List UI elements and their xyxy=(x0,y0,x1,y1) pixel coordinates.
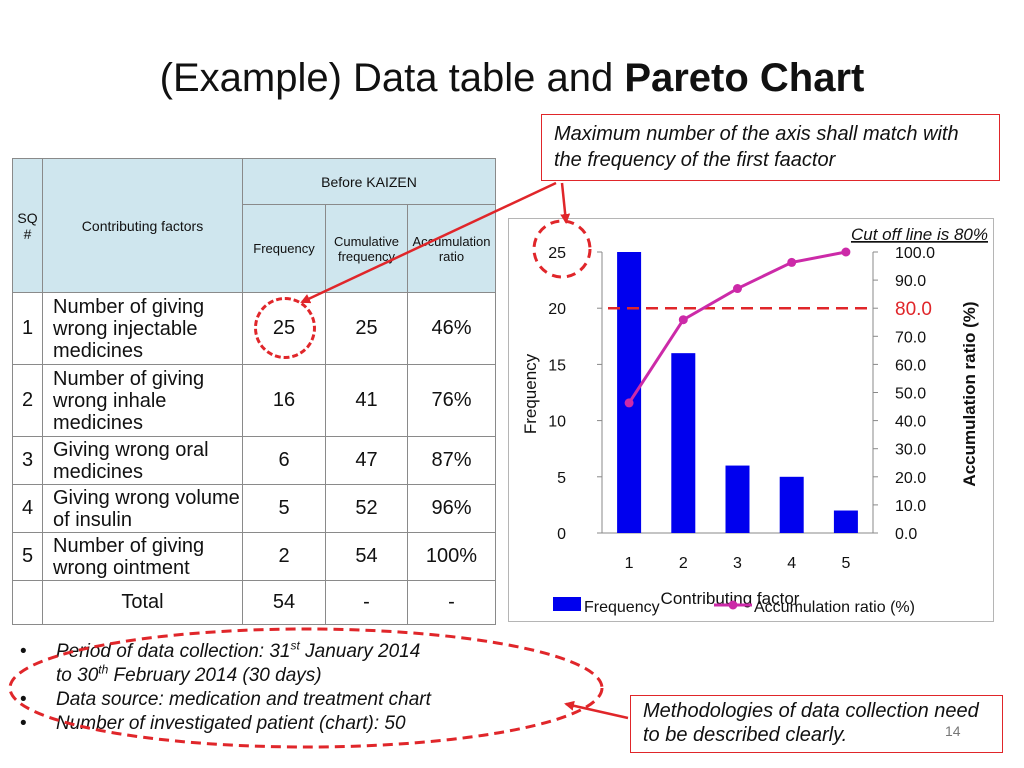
cell-total-cumulative: - xyxy=(325,580,408,625)
highlight-ellipse-notes xyxy=(8,627,604,749)
note-period-cont: to 30th February 2014 (30 days) xyxy=(56,662,322,686)
header-sq: SQ # xyxy=(12,158,43,293)
y2-axis-title: Accumulation ratio (%) xyxy=(960,301,979,486)
cell-ratio: 100% xyxy=(407,532,496,581)
cell-frequency: 5 xyxy=(242,484,326,533)
cell-ratio: 46% xyxy=(407,292,496,365)
notes-list: • Period of data collection: 31st January… xyxy=(20,640,540,736)
legend-swatch-frequency xyxy=(553,597,581,611)
slide-title: (Example) Data table and Pareto Chart xyxy=(159,56,865,100)
highlight-circle-first-frequency xyxy=(254,297,316,359)
legend-label-accumulation: Accumulation ratio (%) xyxy=(754,599,915,616)
y2-tick-label: 90.0 xyxy=(895,273,926,290)
arrow-to-notes xyxy=(564,700,629,720)
cutoff-annotation: Cut off line is 80% xyxy=(851,225,988,244)
cell-cumulative: 41 xyxy=(325,364,408,437)
accumulation-point xyxy=(678,315,688,325)
header-factors: Contributing factors xyxy=(42,158,243,293)
accumulation-line xyxy=(627,250,847,404)
cell-ratio: 87% xyxy=(407,436,496,485)
y2-tick-label: 30.0 xyxy=(895,442,926,459)
legend-label-frequency: Frequency xyxy=(584,599,660,616)
cell-cumulative: 54 xyxy=(325,532,408,581)
x-tick-label: 3 xyxy=(733,555,742,572)
cell-sq: 4 xyxy=(12,484,43,533)
y-tick-label: 15 xyxy=(548,357,566,374)
cell-factor: Number of giving wrong injectable medici… xyxy=(42,292,243,365)
y-tick-label: 25 xyxy=(548,245,566,262)
cell-sq: 3 xyxy=(12,436,43,485)
x-tick-label: 2 xyxy=(679,555,688,572)
cell-factor: Number of giving wrong inhale medicines xyxy=(42,364,243,437)
y2-tick-label: 50.0 xyxy=(895,386,926,403)
accumulation-line-group xyxy=(624,247,851,408)
legend-swatch-point xyxy=(728,600,738,610)
header-before-kaizen: Before KAIZEN xyxy=(242,158,496,205)
cell-factor: Giving wrong volume of insulin xyxy=(42,484,243,533)
highlight-circle-axis-max xyxy=(532,219,592,279)
table-row: 2 Number of giving wrong inhale medicine… xyxy=(12,364,496,437)
y-tick-label: 10 xyxy=(548,414,566,431)
cell-total-ratio: - xyxy=(407,580,496,625)
arrow-to-axis-max xyxy=(560,182,571,224)
accumulation-point xyxy=(841,247,851,257)
y-tick-label: 5 xyxy=(557,470,566,487)
frequency-bars xyxy=(617,252,858,533)
chart-frame xyxy=(508,218,994,622)
y2-tick-label: 70.0 xyxy=(895,329,926,346)
table-total-row: Total 54 - - xyxy=(12,580,496,625)
cell-total-frequency: 54 xyxy=(242,580,326,625)
y-axis-title: Frequency xyxy=(521,353,540,434)
note-patients: • Number of investigated patient (chart):… xyxy=(20,713,406,734)
axis-labels: 05101520250.010.020.030.040.050.060.070.… xyxy=(548,245,935,572)
frequency-bar xyxy=(671,353,696,533)
y2-tick-label: 100.0 xyxy=(895,245,935,262)
callout-methodology: Methodologies of data collection need to… xyxy=(630,695,1003,753)
callout-axis-max: Maximum number of the axis shall match w… xyxy=(541,114,1000,181)
data-table: SQ # Contributing factors Before KAIZEN … xyxy=(12,158,496,625)
cell-total-sq xyxy=(12,580,43,625)
y-tick-label: 20 xyxy=(548,301,566,318)
frequency-bar xyxy=(833,510,858,533)
cell-ratio: 96% xyxy=(407,484,496,533)
table-row: 4 Giving wrong volume of insulin 5 52 96… xyxy=(12,484,496,533)
accumulation-point xyxy=(733,284,742,294)
note-data-source: • Data source: medication and treatment c… xyxy=(20,689,431,710)
y2-tick-label: 10.0 xyxy=(895,498,926,515)
y2-tick-label: 40.0 xyxy=(895,414,926,431)
frequency-bar xyxy=(725,465,750,533)
frequency-bar xyxy=(779,476,804,533)
table-row: 5 Number of giving wrong ointment 2 54 1… xyxy=(12,532,496,581)
y2-tick-label: 0.0 xyxy=(895,526,917,543)
cell-total-label: Total xyxy=(42,580,243,625)
accumulation-point xyxy=(624,398,634,408)
x-tick-label: 4 xyxy=(787,555,796,572)
y-tick-label: 0 xyxy=(557,526,566,543)
cell-factor: Giving wrong oral medicines xyxy=(42,436,243,485)
accumulation-point xyxy=(787,257,797,267)
cell-cumulative: 47 xyxy=(325,436,408,485)
cell-frequency: 16 xyxy=(242,364,326,437)
y2-tick-label: 60.0 xyxy=(895,357,926,374)
x-tick-label: 5 xyxy=(841,555,850,572)
header-cumulative: Cumulative frequency xyxy=(325,204,408,293)
y2-tick-label: 20.0 xyxy=(895,470,926,487)
chart-legend: Frequency Accumulation ratio (%) xyxy=(553,597,915,616)
cutoff-tick-label: 80.0 xyxy=(895,299,932,320)
x-tick-label: 1 xyxy=(625,555,634,572)
table-row: 3 Giving wrong oral medicines 6 47 87% xyxy=(12,436,496,485)
x-axis-title: Contributing factor xyxy=(661,589,800,608)
note-period: • Period of data collection: 31st January… xyxy=(20,638,421,662)
page-number: 14 xyxy=(945,723,961,739)
header-frequency: Frequency xyxy=(242,204,326,293)
cell-factor: Number of giving wrong ointment xyxy=(42,532,243,581)
arrow-to-first-frequency xyxy=(300,181,557,304)
